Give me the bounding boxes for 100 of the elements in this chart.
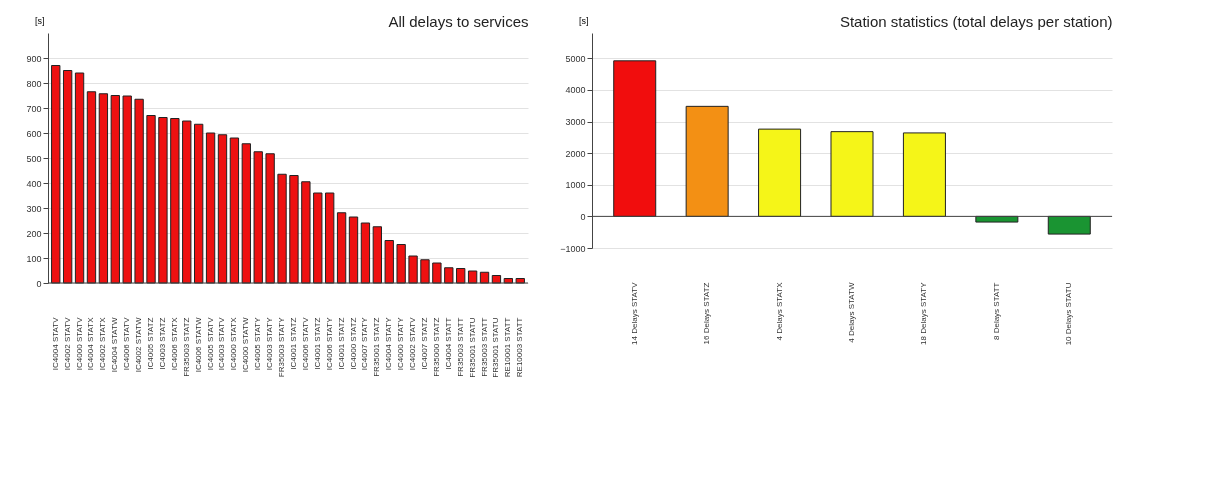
y-tick-label: 5000 xyxy=(565,53,586,64)
chart-title: All delays to services xyxy=(388,13,529,30)
x-tick-label: IC4002 STATX xyxy=(98,316,108,371)
x-tick-label: 16 Delays STATZ xyxy=(702,282,712,345)
bar xyxy=(241,143,251,284)
bar xyxy=(360,222,371,284)
x-tick-label: IC4003 STATY xyxy=(265,316,275,371)
x-tick-label: IC4006 STATV xyxy=(122,316,132,371)
bar xyxy=(685,105,729,217)
x-tick-label: IC4000 STATV xyxy=(74,316,84,371)
x-tick-label: IC4000 STATY xyxy=(396,316,406,371)
x-tick-label: IC4006 STATV xyxy=(300,316,310,371)
y-tick-label: 700 xyxy=(26,103,42,114)
y-tick-label: 500 xyxy=(26,153,42,164)
x-tick-label: FR35001 STATU xyxy=(491,317,501,378)
x-tick-label: FR35001 STATU xyxy=(467,317,477,378)
y-tick-label: 0 xyxy=(36,278,42,289)
x-tick-label: 10 Delays STATU xyxy=(1064,282,1074,346)
bar xyxy=(408,255,418,284)
y-tick-label: 900 xyxy=(26,53,42,64)
x-tick-label: IC4002 STATV xyxy=(408,316,418,371)
x-tick-label: IC4001 STATZ xyxy=(288,317,298,370)
x-tick-label: IC4003 STATV xyxy=(217,316,227,371)
bar xyxy=(348,216,359,284)
x-tick-label: 18 Delays STATY xyxy=(919,281,929,345)
bar xyxy=(432,262,442,284)
y-tick-label: 100 xyxy=(26,253,42,264)
bar xyxy=(902,132,946,217)
x-tick-label: IC4003 STATZ xyxy=(157,317,167,370)
x-tick-label: IC4000 STATW xyxy=(241,317,251,373)
bar xyxy=(372,226,382,284)
bar xyxy=(313,192,323,284)
bar xyxy=(205,132,216,284)
x-tick-label: 4 Delays STATX xyxy=(774,281,784,341)
bar xyxy=(217,134,228,284)
y-tick-label: 4000 xyxy=(565,85,586,96)
y-tick-label: 2000 xyxy=(565,148,586,159)
bar xyxy=(277,173,287,284)
bar xyxy=(758,128,802,217)
x-tick-label: IC4006 STATX xyxy=(169,316,179,371)
x-tick-label: FR35003 STATT xyxy=(455,317,465,377)
x-tick-label: IC4005 STATY xyxy=(253,316,263,371)
bar xyxy=(229,137,240,284)
bar xyxy=(1047,215,1091,235)
bar xyxy=(86,91,97,284)
bar xyxy=(74,72,85,284)
x-tick-label: RE10001 STATT xyxy=(503,317,513,378)
x-tick-label: IC4004 STATT xyxy=(443,317,453,370)
x-tick-label: IC4002 STATW xyxy=(134,317,144,373)
y-tick-label: 800 xyxy=(26,78,42,89)
bar xyxy=(62,70,73,284)
bar xyxy=(301,181,311,284)
x-tick-label: IC4001 STATZ xyxy=(336,317,346,370)
bar xyxy=(336,212,347,284)
y-tick-label: 0 xyxy=(580,211,586,222)
y-axis-title: [s] xyxy=(578,15,589,26)
y-tick-label: −1000 xyxy=(560,243,586,254)
bar xyxy=(182,120,192,284)
x-tick-label: IC4005 STATZ xyxy=(146,317,156,370)
x-tick-label: 14 Delays STATV xyxy=(629,281,639,345)
bar xyxy=(134,98,144,284)
chart-title: Station statistics (total delays per station) xyxy=(839,13,1113,30)
x-tick-label: RE10003 STATT xyxy=(515,317,525,378)
y-tick-label: 200 xyxy=(26,228,42,239)
bar xyxy=(122,95,132,284)
x-tick-label: IC4007 STATZ xyxy=(419,317,429,370)
bar xyxy=(830,131,874,217)
bar xyxy=(170,118,180,284)
bar xyxy=(396,244,406,284)
x-tick-label: FR35003 STATT xyxy=(479,317,489,377)
x-tick-label: IC4005 STATV xyxy=(205,316,215,371)
bar xyxy=(420,259,430,284)
bar xyxy=(467,270,478,284)
x-tick-label: FR35000 STATZ xyxy=(431,317,441,377)
x-tick-label: IC4007 STATY xyxy=(360,316,370,371)
bar xyxy=(146,115,156,284)
y-tick-label: 600 xyxy=(26,128,42,139)
x-tick-label: IC4006 STATY xyxy=(324,316,334,371)
x-tick-label: IC4006 STATW xyxy=(193,317,203,373)
y-axis-title: [s] xyxy=(34,15,45,26)
x-tick-label: IC4004 STATW xyxy=(110,317,120,373)
x-tick-label: 8 Delays STATT xyxy=(991,282,1001,340)
bar xyxy=(194,123,204,284)
x-tick-label: FR35001 STATZ xyxy=(372,317,382,377)
bar xyxy=(265,153,275,284)
x-tick-label: IC4001 STATZ xyxy=(312,317,322,370)
x-tick-label: FR35003 STATY xyxy=(277,316,287,378)
bar xyxy=(98,93,109,284)
y-tick-label: 300 xyxy=(26,203,42,214)
x-tick-label: IC4002 STATV xyxy=(62,316,72,371)
bar xyxy=(975,215,1019,223)
x-tick-label: IC4004 STATX xyxy=(86,316,96,371)
bar xyxy=(456,268,466,284)
bar xyxy=(110,95,120,284)
bar xyxy=(444,267,454,284)
x-tick-label: FR35003 STATZ xyxy=(181,317,191,377)
bar xyxy=(51,65,61,284)
x-tick-label: IC4000 STATX xyxy=(229,316,239,371)
y-tick-label: 400 xyxy=(26,178,42,189)
bar xyxy=(253,151,263,284)
